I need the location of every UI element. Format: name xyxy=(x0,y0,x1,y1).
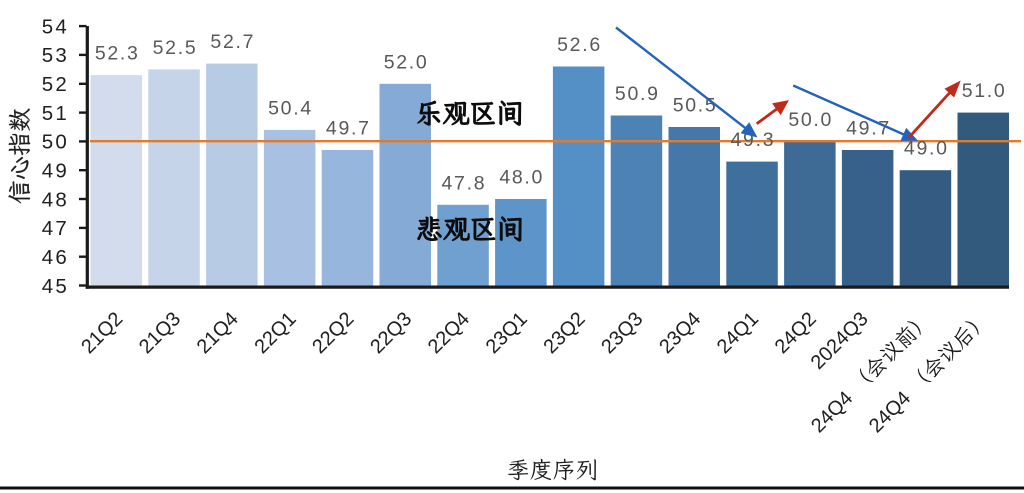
svg-text:50.4: 50.4 xyxy=(268,97,313,119)
svg-text:53: 53 xyxy=(42,44,69,67)
svg-text:52.6: 52.6 xyxy=(557,34,602,56)
svg-text:54: 54 xyxy=(42,15,69,38)
svg-text:50: 50 xyxy=(42,131,69,154)
svg-text:50.9: 50.9 xyxy=(615,83,660,105)
svg-text:45: 45 xyxy=(42,275,69,298)
svg-text:51: 51 xyxy=(42,102,69,125)
svg-text:52.0: 52.0 xyxy=(384,51,429,73)
svg-text:51.0: 51.0 xyxy=(962,80,1007,102)
svg-text:52.7: 52.7 xyxy=(210,31,255,53)
svg-text:48.0: 48.0 xyxy=(499,167,544,189)
svg-text:49.3: 49.3 xyxy=(731,129,776,151)
svg-text:49.7: 49.7 xyxy=(326,118,371,140)
svg-text:52.5: 52.5 xyxy=(153,37,198,59)
svg-text:49: 49 xyxy=(42,160,69,183)
svg-text:49.0: 49.0 xyxy=(904,138,949,160)
svg-text:52.3: 52.3 xyxy=(95,43,140,65)
svg-text:50.5: 50.5 xyxy=(673,95,718,117)
svg-text:46: 46 xyxy=(42,246,69,269)
svg-text:49.7: 49.7 xyxy=(846,118,891,140)
svg-text:47.8: 47.8 xyxy=(442,172,487,194)
svg-text:47: 47 xyxy=(42,217,69,240)
svg-text:50.0: 50.0 xyxy=(788,109,833,131)
svg-text:48: 48 xyxy=(42,188,69,211)
svg-text:52: 52 xyxy=(42,73,69,96)
